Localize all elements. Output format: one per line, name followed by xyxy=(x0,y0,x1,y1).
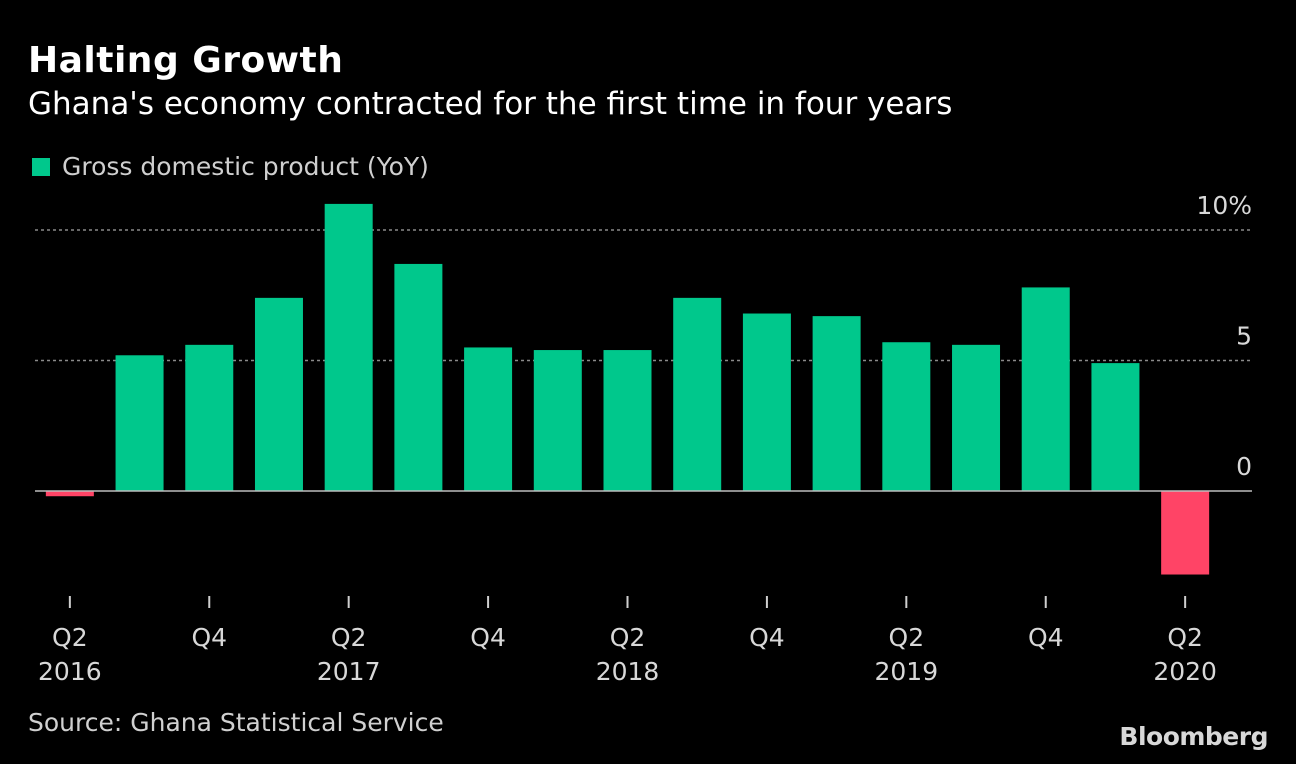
x-tick-year-label: 2017 xyxy=(317,657,381,686)
x-tick-label: Q4 xyxy=(749,623,785,652)
x-tick-label: Q4 xyxy=(191,623,227,652)
x-tick-label: Q2 xyxy=(52,623,88,652)
bar xyxy=(603,350,652,491)
source-note: Source: Ghana Statistical Service xyxy=(28,708,444,737)
x-tick-label: Q4 xyxy=(1028,623,1064,652)
chart-title: Halting Growth xyxy=(28,40,344,81)
bar xyxy=(324,203,373,491)
y-tick-label: 0 xyxy=(1236,452,1252,481)
bar xyxy=(1021,287,1070,491)
chart-subtitle: Ghana's economy contracted for the first… xyxy=(28,86,953,122)
bar xyxy=(742,313,791,491)
legend: Gross domestic product (YoY) xyxy=(32,152,429,181)
bar xyxy=(115,355,164,491)
y-tick-label: 10% xyxy=(1196,191,1252,220)
x-tick-label: Q2 xyxy=(610,623,646,652)
bar xyxy=(882,342,931,491)
bar xyxy=(952,344,1001,491)
bar xyxy=(812,316,861,491)
bloomberg-logo: Bloomberg xyxy=(1119,722,1268,751)
x-tick-year-label: 2018 xyxy=(596,657,660,686)
legend-label: Gross domestic product (YoY) xyxy=(62,152,429,181)
legend-swatch xyxy=(32,157,50,176)
bar xyxy=(394,263,443,491)
y-tick-label: 5 xyxy=(1236,322,1252,351)
bar xyxy=(464,347,513,491)
bar xyxy=(45,491,94,497)
bar xyxy=(185,344,234,491)
x-tick-year-label: 2020 xyxy=(1153,657,1217,686)
x-tick-label: Q2 xyxy=(1167,623,1203,652)
bar xyxy=(533,350,582,491)
x-tick-label: Q2 xyxy=(331,623,367,652)
bar xyxy=(1091,363,1140,491)
bar xyxy=(1161,491,1210,575)
x-tick-label: Q4 xyxy=(470,623,506,652)
x-tick-year-label: 2019 xyxy=(875,657,939,686)
bar xyxy=(254,297,303,491)
x-tick-label: Q2 xyxy=(889,623,925,652)
bar xyxy=(673,297,722,491)
x-tick-year-label: 2016 xyxy=(38,657,102,686)
